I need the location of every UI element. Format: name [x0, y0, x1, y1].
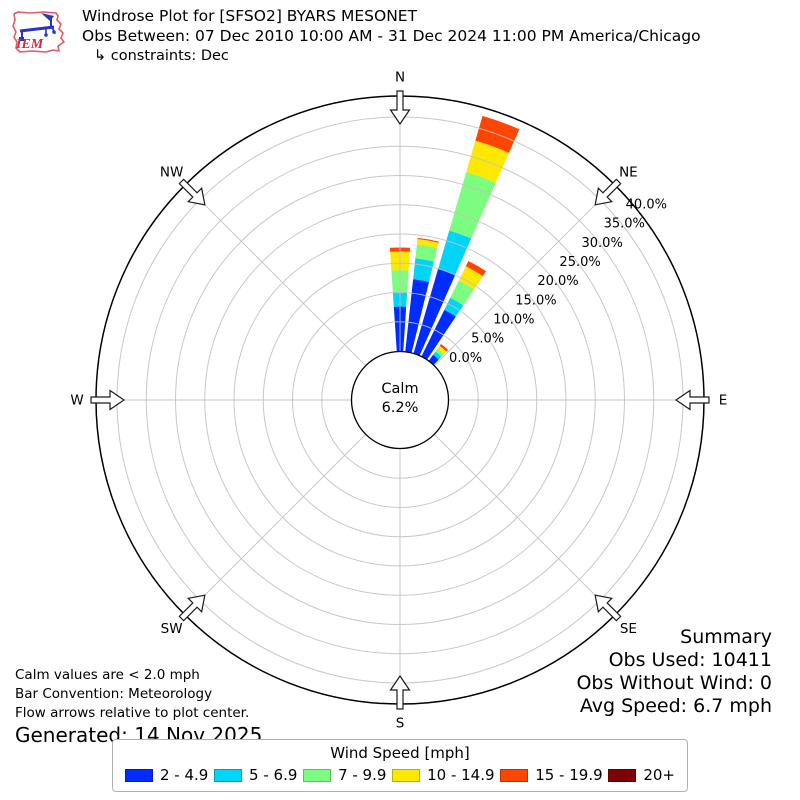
flow-arrow-icon: [389, 674, 411, 710]
grid-spoke: [434, 434, 616, 616]
legend-entry: 2 - 4.9: [125, 766, 208, 784]
legend-entry: 5 - 6.9: [214, 766, 297, 784]
legend-swatch: [608, 768, 637, 782]
legend-title: Wind Speed [mph]: [330, 744, 470, 762]
windrose-bar-segment: [413, 268, 456, 356]
compass-label-w: W: [70, 393, 83, 409]
radial-tick-label: 25.0%: [559, 255, 600, 270]
plot-title: Windrose Plot for [SFSO2] BYARS MESONET: [82, 7, 418, 25]
windrose-bar-segment: [450, 280, 475, 306]
flow-arrow-icon: [594, 594, 622, 622]
windrose-bar-segment: [421, 309, 456, 360]
windrose-bar-segment: [416, 239, 439, 248]
legend-entry: 15 - 19.9: [500, 766, 603, 784]
summary-block: Summary Obs Used: 10411 Obs Without Wind…: [576, 626, 772, 718]
calm-note: Calm values are < 2.0 mph: [15, 667, 200, 683]
compass-label-se: SE: [620, 621, 637, 637]
compass-label-e: E: [719, 393, 728, 409]
radial-tick-label: 40.0%: [626, 197, 667, 212]
legend-swatch: [303, 768, 332, 782]
anemometer-icon: [19, 13, 56, 41]
windrose-bar-segment: [413, 258, 435, 282]
radial-tick-label: 0.0%: [449, 351, 482, 366]
legend-entry-label: 15 - 19.9: [535, 766, 603, 784]
iem-logo: IEM: [12, 11, 65, 53]
calm-circle: [350, 350, 450, 450]
summary-obs-without-wind: Obs Without Wind: 0: [576, 672, 772, 694]
legend-swatch: [214, 768, 243, 782]
wind-speed-legend: Wind Speed [mph] 2 - 4.9 5 - 6.9 7 - 9.9 10…: [112, 739, 688, 792]
summary-title: Summary: [680, 626, 772, 648]
logo-iem-text: IEM: [15, 37, 44, 52]
windrose-bar-segment: [433, 351, 442, 360]
summary-obs-used: Obs Used: 10411: [608, 649, 772, 671]
compass-label-ne: NE: [619, 164, 638, 180]
legend-entry-label: 10 - 14.9: [427, 766, 495, 784]
windrose-bar-segment: [458, 266, 483, 290]
legend-entry: 10 - 14.9: [392, 766, 495, 784]
windrose-bar-segment: [437, 345, 447, 355]
grid-spoke: [184, 184, 366, 366]
windrose-bar-segment: [428, 354, 439, 365]
legend-swatch: [392, 768, 421, 782]
header: Windrose Plot for [SFSO2] BYARS MESONET …: [82, 6, 701, 66]
summary-avg-speed: Avg Speed: 6.7 mph: [579, 695, 772, 717]
flow-arrow-icon: [90, 389, 126, 411]
legend-entry-label: 7 - 9.9: [338, 766, 387, 784]
plot-constraints: ↳ constraints: Dec: [94, 48, 229, 64]
radial-tick-label: 30.0%: [582, 236, 623, 251]
radial-tick-label: 15.0%: [515, 293, 556, 308]
grid-spoke: [434, 184, 616, 366]
flow-arrow-icon: [674, 389, 710, 411]
arrows-note: Flow arrows relative to plot center.: [15, 705, 250, 721]
windrose-bar-segment: [449, 172, 496, 239]
flow-arrow-icon: [389, 90, 411, 126]
radial-tick-label: 10.0%: [493, 313, 534, 328]
radial-tick-label: 5.0%: [471, 332, 504, 347]
plot-subtitle: Obs Between: 07 Dec 2010 10:00 AM - 31 D…: [82, 27, 701, 45]
compass-label-sw: SW: [161, 621, 183, 637]
compass-label-n: N: [395, 70, 405, 86]
legend-entries: 2 - 4.9 5 - 6.9 7 - 9.9 10 - 14.9 15 - 19.9 2…: [125, 766, 675, 784]
flow-arrows: [90, 90, 710, 710]
windrose-bar-segment: [439, 343, 449, 352]
flow-arrow-icon: [178, 594, 206, 622]
legend-entry-label: 20+: [643, 766, 675, 784]
windrose-bar-segment: [415, 244, 438, 262]
windrose-bar-segment: [405, 279, 429, 353]
polar-grid: [96, 96, 704, 704]
compass-label-s: S: [396, 716, 405, 732]
legend-entry-label: 2 - 4.9: [160, 766, 209, 784]
radial-tick-label: 35.0%: [604, 217, 645, 232]
legend-swatch: [500, 768, 529, 782]
flow-arrow-icon: [594, 178, 622, 206]
notes-block: Calm values are < 2.0 mph Bar Convention…: [15, 666, 262, 747]
windrose-bar-segment: [438, 230, 472, 275]
convention-note: Bar Convention: Meteorology: [15, 686, 213, 702]
windrose-bar-segment: [417, 237, 439, 243]
grid-spoke: [184, 434, 366, 616]
calm-label: Calm: [381, 381, 418, 397]
legend-entry: 20+: [608, 766, 675, 784]
windrose-bar-segment: [465, 261, 487, 277]
legend-entry: 7 - 9.9: [303, 766, 386, 784]
windrose-bar-segment: [435, 348, 445, 357]
flow-arrow-icon: [178, 178, 206, 206]
legend-entry-label: 5 - 6.9: [249, 766, 298, 784]
legend-swatch: [125, 768, 153, 782]
compass-label-nw: NW: [160, 164, 183, 180]
windrose-bars: [389, 115, 520, 365]
calm-value: 6.2%: [382, 400, 419, 416]
radial-tick-label: 20.0%: [537, 274, 578, 289]
